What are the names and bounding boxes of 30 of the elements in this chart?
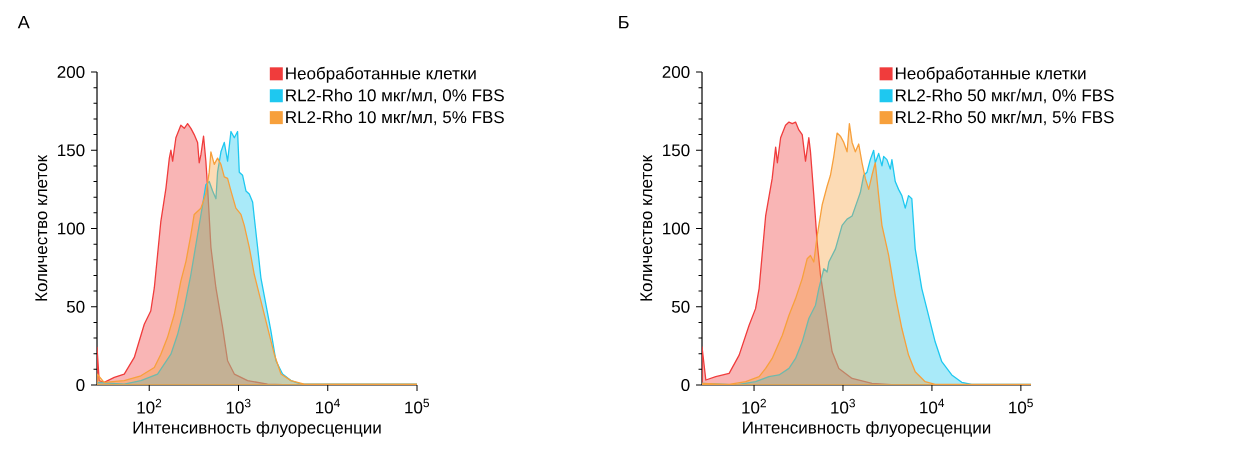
x-axis-title: Интенсивность флуоресценции bbox=[133, 421, 381, 437]
x-tick-label: 10$^{5}$ bbox=[405, 398, 430, 414]
y-tick-label: 100 bbox=[58, 222, 85, 235]
legend-label: RL2-Rho 50 мкг/мл, 5% FBS bbox=[895, 110, 1114, 126]
legend-label: Необработанные клетки bbox=[895, 66, 1086, 83]
legend-label: Необработанные клетки bbox=[286, 66, 476, 83]
y-tick-label: 50 bbox=[66, 300, 85, 313]
x-tick-label: 10$^{3}$ bbox=[226, 398, 251, 414]
y-tick-label: 200 bbox=[662, 65, 690, 79]
x-tick-label: 10$^{3}$ bbox=[831, 398, 855, 414]
x-axis-title: Интенсивность флуоресценции bbox=[743, 421, 991, 437]
x-tick-label: 10$^{4}$ bbox=[920, 398, 945, 414]
legend-label: RL2-Rho 50 мкг/мл, 0% FBS bbox=[895, 88, 1114, 104]
chart-title: А bbox=[17, 15, 30, 29]
y-tick-label: 50 bbox=[671, 300, 690, 313]
y-tick-label: 200 bbox=[57, 65, 85, 79]
x-tick-label: 10$^{4}$ bbox=[316, 398, 340, 414]
y-tick-label: 0 bbox=[76, 378, 85, 392]
legend-label: RL2-Rho 10 мкг/мл, 0% FBS bbox=[286, 88, 504, 104]
x-tick-label: 10$^{2}$ bbox=[137, 398, 162, 414]
x-tick-label: 10$^{2}$ bbox=[742, 398, 766, 414]
y-tick-label: 100 bbox=[663, 222, 690, 235]
y-axis-title: Количество клеток bbox=[640, 154, 653, 301]
x-tick-label: 10$^{5}$ bbox=[1009, 398, 1033, 414]
legend-label: RL2-Rho 10 мкг/мл, 5% FBS bbox=[286, 110, 504, 126]
chart-title: Б bbox=[619, 15, 629, 29]
y-tick-label: 150 bbox=[663, 144, 690, 157]
y-tick-label: 0 bbox=[681, 378, 690, 392]
y-axis-title: Количество клеток bbox=[35, 154, 48, 301]
y-tick-label: 150 bbox=[58, 144, 85, 157]
